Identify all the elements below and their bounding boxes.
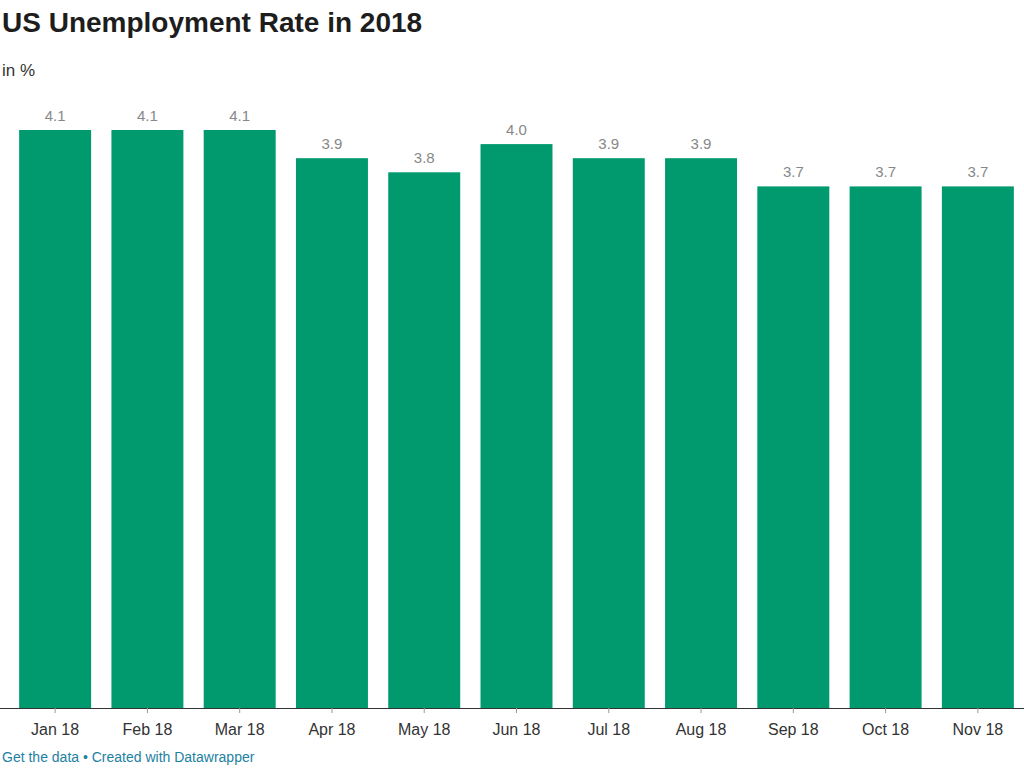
x-tick-label: May 18 <box>398 721 451 738</box>
x-tick <box>977 708 978 713</box>
bar <box>757 186 829 708</box>
data-label: 4.1 <box>45 107 66 124</box>
x-tick <box>701 708 702 713</box>
bars <box>19 130 1014 708</box>
bar <box>942 186 1014 708</box>
x-tick-label: Apr 18 <box>308 721 355 738</box>
x-tick-label: Oct 18 <box>862 721 909 738</box>
bar <box>665 158 737 708</box>
data-label: 3.7 <box>967 163 988 180</box>
data-label: 3.8 <box>414 149 435 166</box>
data-labels: 4.1 4.1 4.1 3.9 3.8 4.0 3.9 3.9 3.7 3.7 3.7 <box>45 107 989 180</box>
bar <box>850 186 922 708</box>
x-tick <box>55 708 56 713</box>
x-tick-label: Jun 18 <box>492 721 540 738</box>
x-tick <box>424 708 425 713</box>
x-tick <box>239 708 240 713</box>
x-axis-line <box>0 708 1024 709</box>
x-tick-label: Sep 18 <box>768 721 819 738</box>
bar <box>296 158 368 708</box>
x-tick <box>608 708 609 713</box>
chart-svg: US Unemployment Rate in 2018in %4.14.14.… <box>0 0 1024 780</box>
x-tick <box>793 708 794 713</box>
bar <box>481 144 553 708</box>
data-label: 3.7 <box>783 163 804 180</box>
bar <box>573 158 645 708</box>
chart-root: US Unemployment Rate in 2018in %4.14.14.… <box>0 0 1024 780</box>
bar <box>388 172 460 708</box>
x-tick <box>147 708 148 713</box>
x-tick <box>331 708 332 713</box>
data-label: 4.1 <box>137 107 158 124</box>
x-axis: Jan 18 Feb 18 Mar 18 Apr 18 May 18 Jun 18 Jul … <box>31 708 1003 738</box>
data-label: 3.9 <box>322 135 343 152</box>
bar <box>19 130 91 708</box>
x-tick-label: Jul 18 <box>587 721 630 738</box>
data-label: 3.7 <box>875 163 896 180</box>
x-tick-label: Nov 18 <box>953 721 1004 738</box>
x-tick-label: Aug 18 <box>676 721 727 738</box>
footer: Get the data • Created with Datawrapper <box>2 749 255 765</box>
bar <box>204 130 276 708</box>
x-tick-label: Feb 18 <box>123 721 173 738</box>
bar <box>111 130 183 708</box>
subtitle: in % <box>2 61 35 80</box>
x-tick <box>885 708 886 713</box>
data-label: 3.9 <box>598 135 619 152</box>
data-label: 4.0 <box>506 121 527 138</box>
data-label: 3.9 <box>691 135 712 152</box>
title: US Unemployment Rate in 2018 <box>2 7 422 38</box>
x-tick <box>516 708 517 713</box>
data-label: 4.1 <box>229 107 250 124</box>
x-tick-label: Mar 18 <box>215 721 265 738</box>
x-tick-label: Jan 18 <box>31 721 79 738</box>
